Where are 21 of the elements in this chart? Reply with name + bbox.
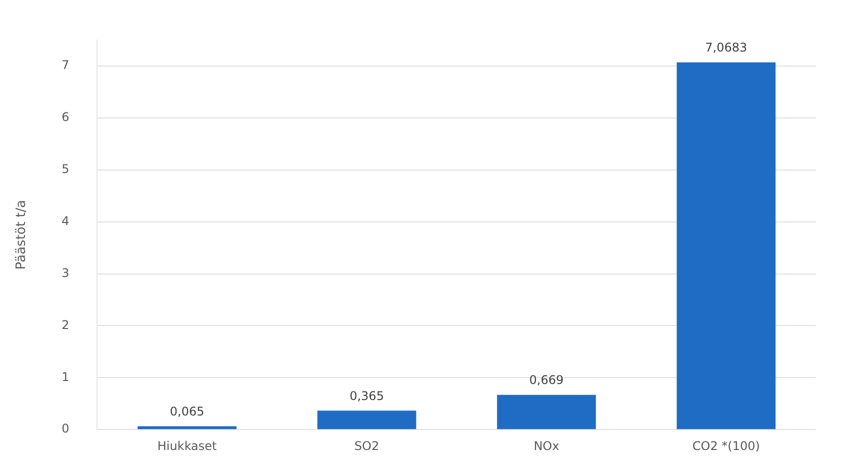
data-label: 0,365 [350,388,384,403]
bar [138,426,236,430]
bar [676,62,776,430]
y-tick-label: 7 [62,58,70,72]
x-tick-label: CO2 *(100) [692,438,760,453]
x-tick-label: Hiukkaset [157,438,218,453]
y-tick-label: 4 [62,214,70,228]
y-tick-label: 2 [62,318,70,332]
y-tick-label: 6 [62,110,70,124]
data-label: 7,0683 [705,40,748,55]
y-tick-label: 1 [62,370,70,384]
bar [497,394,596,430]
bar [317,410,416,430]
y-tick-label: 0 [62,422,70,436]
x-tick-label: NOx [534,438,560,453]
data-label: 0,065 [170,404,204,418]
x-tick-label: SO2 [354,438,380,453]
y-tick-label: 3 [62,266,70,280]
data-label: 0,669 [529,372,564,387]
y-axis-title: Päästöt t/a [14,200,30,270]
y-tick-label: 5 [62,162,70,176]
